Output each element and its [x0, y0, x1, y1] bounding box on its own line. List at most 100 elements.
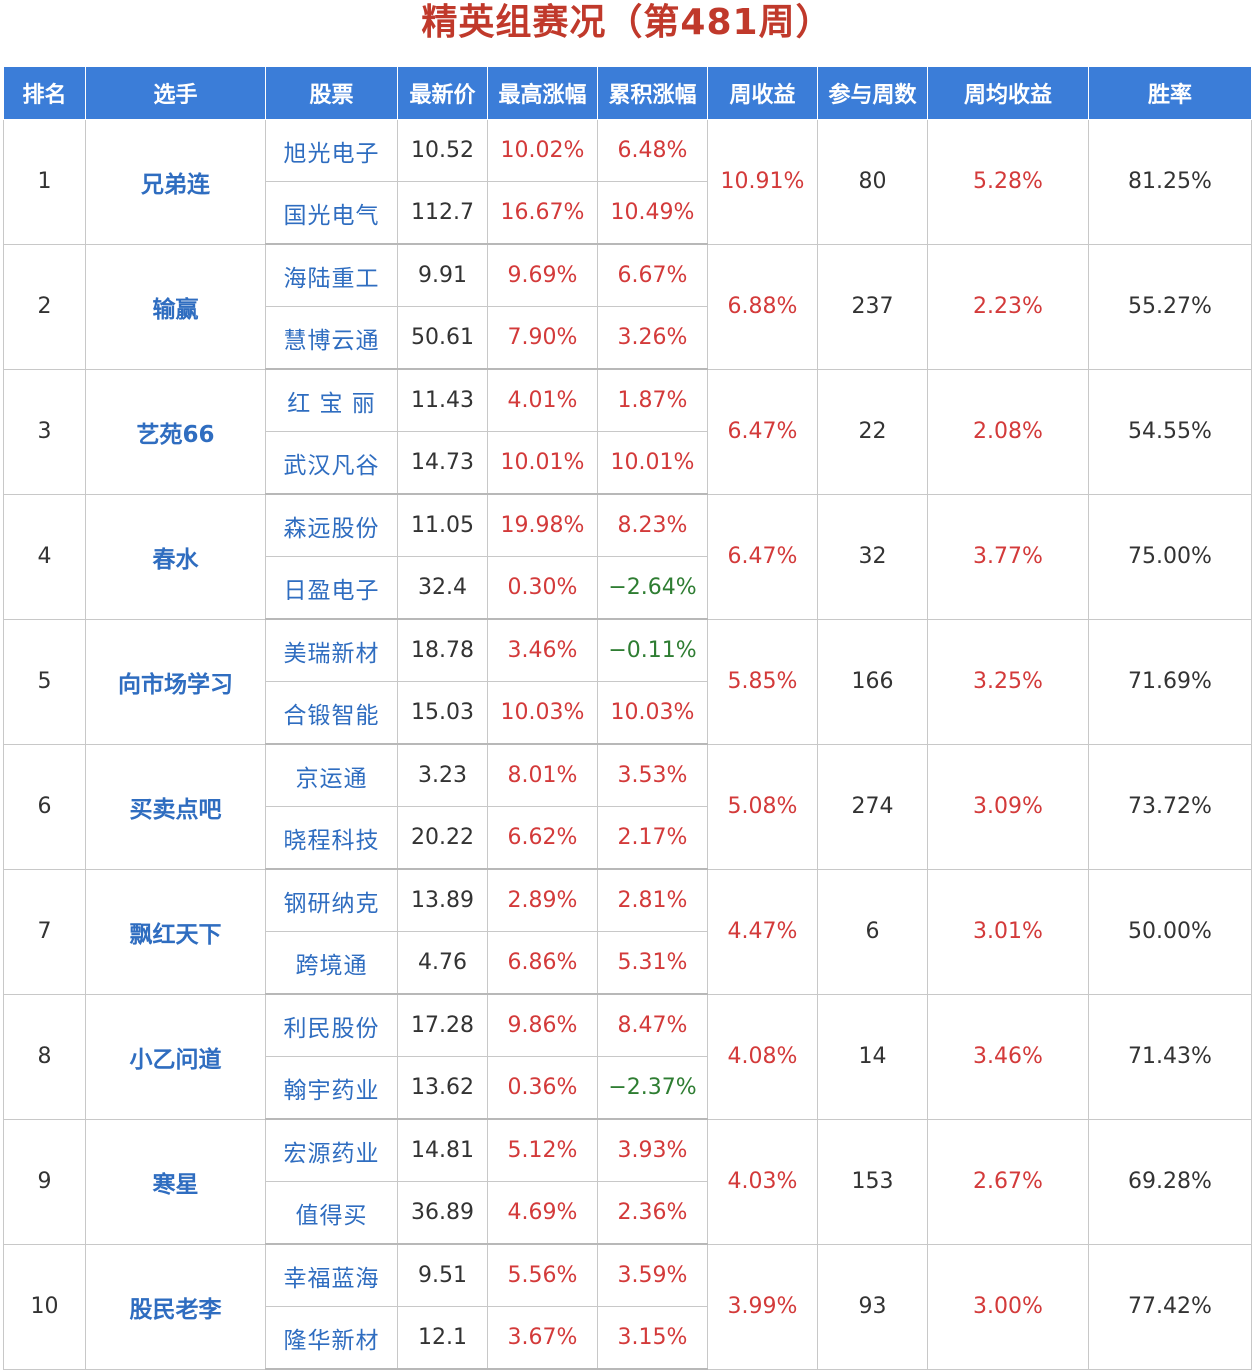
cumulative-gain-cell: 10.49% [597, 181, 708, 245]
stock-name-link[interactable]: 隆华新材 [265, 1306, 398, 1370]
stock-name-link[interactable]: 日盈电子 [265, 556, 398, 620]
stock-name-link[interactable]: 森远股份 [265, 493, 398, 557]
player-name-link[interactable]: 艺苑66 [85, 368, 266, 495]
win-rate-cell: 75.00% [1088, 493, 1252, 620]
cumulative-gain-cell: 1.87% [597, 368, 708, 432]
cumulative-gain-cell: 5.31% [597, 931, 708, 995]
weeks-participated-cell: 6 [817, 868, 928, 995]
weekly-return-cell: 4.08% [707, 993, 818, 1120]
player-name-link[interactable]: 向市场学习 [85, 618, 266, 745]
table-row: 10 股民老李 幸福蓝海 9.51 5.56% 3.59% 3.99% 93 3.00% 77.4… [3, 1243, 1252, 1370]
stock-name-link[interactable]: 钢研纳克 [265, 868, 398, 932]
stock-name-link[interactable]: 美瑞新材 [265, 618, 398, 682]
weekly-return-cell: 4.47% [707, 868, 818, 995]
stock-name-link[interactable]: 红 宝 丽 [265, 368, 398, 432]
header-weekly-return[interactable]: 周收益 [707, 66, 818, 120]
weekly-return-cell: 6.47% [707, 368, 818, 495]
cumulative-gain-cell: 2.36% [597, 1181, 708, 1245]
stock-name-link[interactable]: 旭光电子 [265, 119, 398, 182]
header-highest-gain[interactable]: 最高涨幅 [487, 66, 598, 120]
latest-price-cell: 20.22 [397, 806, 488, 870]
weekly-return-cell: 10.91% [707, 119, 818, 245]
header-cumulative-gain[interactable]: 累积涨幅 [597, 66, 708, 120]
latest-price-cell: 14.81 [397, 1118, 488, 1182]
stock-name-link[interactable]: 京运通 [265, 743, 398, 807]
table-row: 2 输赢 海陆重工 9.91 9.69% 6.67% 6.88% 237 2.23% 55.27% [3, 243, 1252, 370]
stock-name-link[interactable]: 海陆重工 [265, 243, 398, 307]
player-name-link[interactable]: 股民老李 [85, 1243, 266, 1370]
stock-name-link[interactable]: 幸福蓝海 [265, 1243, 398, 1307]
average-weekly-return-cell: 2.67% [927, 1118, 1089, 1245]
latest-price-cell: 18.78 [397, 618, 488, 682]
latest-price-cell: 17.28 [397, 993, 488, 1057]
table-row: 慧博云通 50.61 7.90% 3.26% [4, 306, 1252, 370]
rank-cell: 5 [3, 618, 86, 745]
cumulative-gain-cell: 2.17% [597, 806, 708, 870]
player-name-link[interactable]: 春水 [85, 493, 266, 620]
rank-cell: 10 [3, 1243, 86, 1370]
latest-price-cell: 12.1 [397, 1306, 488, 1370]
weekly-return-cell: 3.99% [707, 1243, 818, 1370]
average-weekly-return-cell: 2.08% [927, 368, 1089, 495]
header-rank[interactable]: 排名 [3, 66, 86, 120]
table-row: 晓程科技 20.22 6.62% 2.17% [4, 806, 1252, 870]
latest-price-cell: 14.73 [397, 431, 488, 495]
rank-cell: 1 [3, 119, 86, 245]
stock-name-link[interactable]: 慧博云通 [265, 306, 398, 370]
rank-cell: 6 [3, 743, 86, 870]
table-row: 值得买 36.89 4.69% 2.36% [4, 1181, 1252, 1245]
player-name-link[interactable]: 飘红天下 [85, 868, 266, 995]
latest-price-cell: 9.91 [397, 243, 488, 307]
latest-price-cell: 4.76 [397, 931, 488, 995]
average-weekly-return-cell: 3.00% [927, 1243, 1089, 1370]
header-win-rate[interactable]: 胜率 [1088, 66, 1252, 120]
player-name-link[interactable]: 买卖点吧 [85, 743, 266, 870]
rank-cell: 9 [3, 1118, 86, 1245]
stock-name-link[interactable]: 合锻智能 [265, 681, 398, 745]
highest-gain-cell: 4.69% [487, 1181, 598, 1245]
cumulative-gain-cell: 6.67% [597, 243, 708, 307]
stock-name-link[interactable]: 翰宇药业 [265, 1056, 398, 1120]
win-rate-cell: 77.42% [1088, 1243, 1252, 1370]
highest-gain-cell: 6.62% [487, 806, 598, 870]
highest-gain-cell: 16.67% [487, 181, 598, 245]
average-weekly-return-cell: 2.23% [927, 243, 1089, 370]
header-stock[interactable]: 股票 [265, 66, 398, 120]
header-player[interactable]: 选手 [85, 66, 266, 120]
average-weekly-return-cell: 3.01% [927, 868, 1089, 995]
weeks-participated-cell: 237 [817, 243, 928, 370]
player-name-link[interactable]: 寒星 [85, 1118, 266, 1245]
stock-name-link[interactable]: 宏源药业 [265, 1118, 398, 1182]
player-name-link[interactable]: 输赢 [85, 243, 266, 370]
player-name-link[interactable]: 小乙问道 [85, 993, 266, 1120]
header-average-weekly-return[interactable]: 周均收益 [927, 66, 1089, 120]
table-row: 1 兄弟连 旭光电子 10.52 10.02% 6.48% 10.91% 80 5.28% 81.… [3, 119, 1252, 245]
player-name-link[interactable]: 兄弟连 [85, 119, 266, 245]
highest-gain-cell: 5.12% [487, 1118, 598, 1182]
cumulative-gain-cell: 3.59% [597, 1243, 708, 1307]
highest-gain-cell: 8.01% [487, 743, 598, 807]
weekly-return-cell: 4.03% [707, 1118, 818, 1245]
stock-name-link[interactable]: 武汉凡谷 [265, 431, 398, 495]
rank-cell: 3 [3, 368, 86, 495]
rank-cell: 7 [3, 868, 86, 995]
weekly-return-cell: 5.85% [707, 618, 818, 745]
stock-name-link[interactable]: 值得买 [265, 1181, 398, 1245]
stock-name-link[interactable]: 利民股份 [265, 993, 398, 1057]
ranking-table: 排名 选手 股票 最新价 最高涨幅 累积涨幅 周收益 参与周数 周均收益 胜率 … [3, 66, 1252, 1370]
rank-cell: 8 [3, 993, 86, 1120]
cumulative-gain-cell: −2.37% [597, 1056, 708, 1120]
latest-price-cell: 13.62 [397, 1056, 488, 1120]
latest-price-cell: 10.52 [397, 119, 488, 182]
latest-price-cell: 36.89 [397, 1181, 488, 1245]
latest-price-cell: 3.23 [397, 743, 488, 807]
average-weekly-return-cell: 3.09% [927, 743, 1089, 870]
stock-name-link[interactable]: 国光电气 [265, 181, 398, 245]
table-row: 4 春水 森远股份 11.05 19.98% 8.23% 6.47% 32 3.77% 75.00… [3, 493, 1252, 620]
stock-name-link[interactable]: 晓程科技 [265, 806, 398, 870]
header-weeks-participated[interactable]: 参与周数 [817, 66, 928, 120]
stock-name-link[interactable]: 跨境通 [265, 931, 398, 995]
win-rate-cell: 69.28% [1088, 1118, 1252, 1245]
header-latest-price[interactable]: 最新价 [397, 66, 488, 120]
highest-gain-cell: 10.01% [487, 431, 598, 495]
